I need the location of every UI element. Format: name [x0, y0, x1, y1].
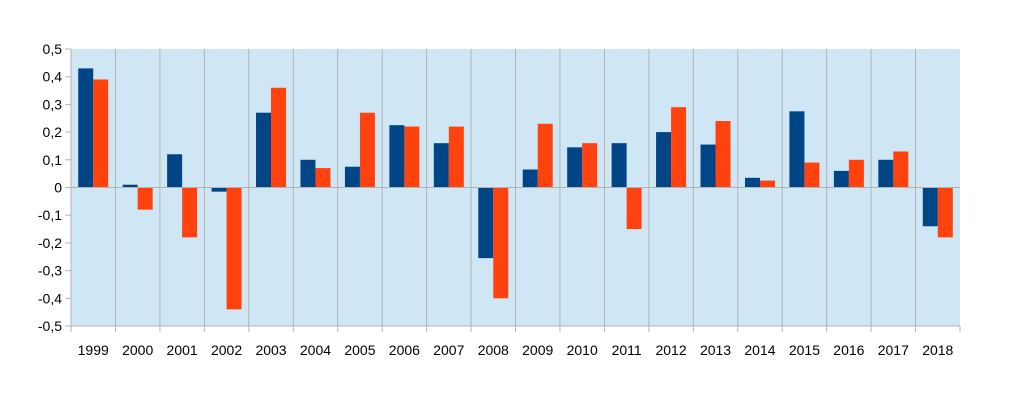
bar-blue-2018	[922, 187, 938, 227]
y-tick-label: 0,4	[43, 69, 63, 85]
x-axis-ticks: 1999 2000 2001 2002 2003 2004 2005 2006 2007 2008…	[70, 326, 961, 358]
bars	[78, 68, 953, 310]
bar-blue-2015	[789, 111, 805, 188]
bar-blue-2011	[611, 143, 627, 188]
x-tick-label: 2016	[833, 342, 864, 358]
bar-orange-2008	[493, 187, 509, 299]
x-tick-label: 2005	[344, 342, 375, 358]
y-tick-label: -0,5	[38, 318, 62, 334]
bar-orange-2005	[359, 112, 375, 188]
x-tick-label: 2000	[122, 342, 153, 358]
x-tick-label: 2012	[655, 342, 686, 358]
bar-orange-2012	[671, 107, 687, 188]
bar-blue-2017	[878, 159, 894, 188]
bar-orange-2016	[848, 159, 864, 188]
bar-blue-2004	[300, 159, 316, 188]
y-tick-label: 0,2	[43, 124, 63, 140]
bar-orange-2015	[804, 162, 820, 188]
bar-orange-2001	[182, 187, 198, 238]
x-tick-label: 2011	[612, 342, 642, 358]
bar-blue-2000	[122, 184, 138, 188]
x-tick-label: 2003	[255, 342, 286, 358]
x-tick-label: 2010	[567, 342, 598, 358]
y-tick-label: 0	[54, 180, 62, 196]
bar-blue-2006	[389, 125, 405, 188]
y-tick-label: -0,3	[38, 263, 62, 279]
bar-orange-2002	[226, 187, 242, 310]
bar-blue-2016	[833, 170, 849, 188]
bar-blue-2003	[256, 112, 272, 188]
y-tick-label: -0,1	[38, 207, 62, 223]
bar-orange-2017	[893, 151, 909, 188]
bar-orange-2018	[937, 187, 953, 238]
x-tick-label: 2006	[389, 342, 420, 358]
bar-orange-2000	[137, 187, 153, 210]
bar-blue-2010	[567, 147, 583, 188]
y-axis-ticks: 0,5 0,4 0,3 0,2 0,1 0 -0,1 -0,2 -0,3 -0,4 -0,5	[38, 41, 71, 334]
bar-orange-2004	[315, 168, 331, 188]
x-tick-label: 2008	[478, 342, 509, 358]
x-tick-label: 2007	[433, 342, 464, 358]
y-tick-label: -0,2	[38, 235, 62, 251]
bar-blue-2001	[167, 154, 183, 188]
bar-blue-2014	[744, 177, 760, 188]
x-tick-label: 2014	[744, 342, 775, 358]
x-tick-label: 2018	[922, 342, 953, 358]
x-tick-label: 2015	[789, 342, 820, 358]
y-tick-label: 0,3	[43, 96, 63, 112]
y-tick-label: 0,5	[43, 41, 63, 57]
x-tick-label: 2001	[167, 342, 198, 358]
bar-orange-2010	[582, 143, 598, 188]
bar-blue-1999	[78, 68, 94, 188]
bar-orange-2014	[759, 180, 775, 188]
bar-orange-1999	[93, 79, 109, 188]
x-tick-label: 2004	[300, 342, 331, 358]
bar-blue-2002	[211, 187, 227, 192]
bar-blue-2012	[656, 132, 672, 188]
x-tick-label: 2002	[211, 342, 242, 358]
bar-orange-2009	[537, 123, 553, 188]
bar-blue-2013	[700, 144, 716, 188]
bar-orange-2007	[448, 126, 464, 188]
bar-orange-2003	[271, 87, 287, 188]
x-tick-label: 2017	[878, 342, 909, 358]
x-tick-label: 1999	[78, 342, 109, 358]
bar-blue-2007	[433, 143, 449, 188]
bar-orange-2006	[404, 126, 420, 188]
x-tick-label: 2009	[522, 342, 553, 358]
bar-orange-2013	[715, 121, 731, 188]
x-tick-label: 2013	[700, 342, 731, 358]
bar-blue-2008	[478, 187, 494, 259]
bar-blue-2005	[344, 166, 360, 188]
y-tick-label: -0,4	[38, 290, 62, 306]
bar-orange-2011	[626, 187, 642, 230]
bar-blue-2009	[522, 169, 538, 188]
y-tick-label: 0,1	[43, 152, 63, 168]
